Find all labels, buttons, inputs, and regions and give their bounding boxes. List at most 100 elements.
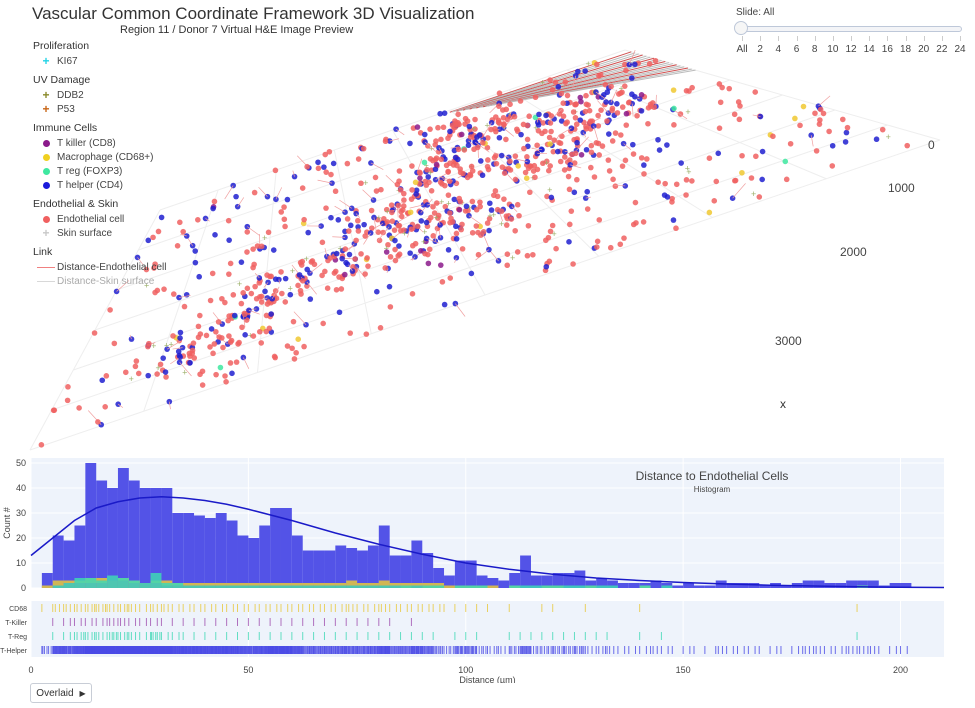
histogram-bar-t-helper[interactable] <box>172 513 184 588</box>
histogram-bar-t-helper[interactable] <box>552 573 564 588</box>
histogram-bar-t-helper[interactable] <box>867 580 879 589</box>
histogram-bar-cd68[interactable] <box>487 585 499 589</box>
histogram-bar-t-helper[interactable] <box>672 585 684 589</box>
legend-item[interactable]: Macrophage (CD68+) <box>33 150 183 164</box>
histogram-bar-t-helper[interactable] <box>802 580 814 589</box>
histogram-bar-t-reg[interactable] <box>150 573 162 588</box>
histogram-bar-t-helper[interactable] <box>378 525 390 589</box>
histogram-bar-t-helper[interactable] <box>476 575 488 589</box>
histogram-bar-t-reg[interactable] <box>291 585 303 589</box>
histogram-bar-t-helper[interactable] <box>596 578 608 588</box>
histogram-bar-t-helper[interactable] <box>85 463 97 588</box>
histogram-bar-t-helper[interactable] <box>237 535 249 589</box>
histogram-bar-t-reg[interactable] <box>280 585 292 589</box>
histogram-bar-t-helper[interactable] <box>270 508 281 588</box>
histogram-bar-t-reg[interactable] <box>63 583 75 588</box>
histogram-bar-t-helper[interactable] <box>313 550 325 589</box>
histogram-bar-t-helper[interactable] <box>563 573 575 588</box>
histogram-bar-t-helper[interactable] <box>813 580 825 589</box>
histogram-bar-t-helper[interactable] <box>889 583 901 588</box>
histogram-bar-t-reg[interactable] <box>433 585 445 589</box>
histogram-bar-cd68[interactable] <box>41 585 53 589</box>
slider-tick-label[interactable]: 12 <box>845 44 857 55</box>
slider-tick-label[interactable]: 2 <box>757 44 763 55</box>
histogram-bar-t-reg[interactable] <box>346 585 358 589</box>
histogram-bar-t-helper[interactable] <box>846 580 858 589</box>
histogram-bar-t-helper[interactable] <box>302 550 314 589</box>
histogram-bar-t-helper[interactable] <box>607 580 618 589</box>
histogram-bar-t-reg[interactable] <box>639 585 651 589</box>
histogram-bar-t-helper[interactable] <box>63 540 75 589</box>
histogram-bar-t-reg[interactable] <box>183 585 195 589</box>
histogram-bar-t-helper[interactable] <box>694 585 705 589</box>
histogram-bar-t-helper[interactable] <box>487 578 499 588</box>
histogram-bar-t-reg[interactable] <box>596 585 608 589</box>
histogram-bar-t-reg[interactable] <box>552 585 564 589</box>
histogram-bar-t-reg[interactable] <box>107 575 118 589</box>
legend-item[interactable]: Distance-Endothelial cell <box>33 260 183 274</box>
histogram-bar-t-reg[interactable] <box>411 585 423 589</box>
3d-scene[interactable]: ++++++++++++++++++++++++++++++++++++++++… <box>0 0 975 455</box>
histogram-bar-t-helper[interactable] <box>541 575 553 589</box>
histogram-bar-t-reg[interactable] <box>367 585 379 589</box>
histogram-bar-t-reg[interactable] <box>204 585 216 589</box>
histogram-bar-t-reg[interactable] <box>128 580 140 589</box>
histogram-bar-t-reg[interactable] <box>607 585 618 589</box>
histogram-bar-t-helper[interactable] <box>900 583 912 588</box>
histogram-bar-t-helper[interactable] <box>41 573 53 588</box>
histogram-bar-t-helper[interactable] <box>444 575 455 589</box>
histogram-bar-t-reg[interactable] <box>215 585 227 589</box>
slider-tick-label[interactable]: 22 <box>936 44 948 55</box>
histogram-bar-t-reg[interactable] <box>335 585 347 589</box>
histogram-bar-t-helper[interactable] <box>280 508 292 588</box>
histogram-bar-t-helper[interactable] <box>433 568 445 588</box>
legend-item[interactable]: + P53 <box>33 102 183 116</box>
histogram-bar-t-helper[interactable] <box>857 580 868 589</box>
legend-item[interactable]: T reg (FOXP3) <box>33 164 183 178</box>
histogram-bar-t-helper[interactable] <box>117 468 129 588</box>
slider-tick-label[interactable]: 24 <box>954 44 966 55</box>
legend-item[interactable]: T helper (CD4) <box>33 178 183 192</box>
legend-item[interactable]: Distance-Skin surface <box>33 274 183 288</box>
histogram-bar-t-helper[interactable] <box>683 583 695 588</box>
histogram-bar-t-helper[interactable] <box>585 580 597 589</box>
slider-tick-label[interactable]: 20 <box>918 44 930 55</box>
histogram-bar-t-reg[interactable] <box>574 585 586 589</box>
legend-item[interactable]: + KI67 <box>33 54 183 68</box>
slider-tick-label[interactable]: 8 <box>811 44 818 55</box>
histogram-bar-t-helper[interactable] <box>183 513 195 588</box>
histogram-bar-t-reg[interactable] <box>563 585 575 589</box>
legend-item[interactable]: + Skin surface <box>33 226 183 240</box>
histogram-bar-t-helper[interactable] <box>824 583 836 588</box>
histogram-bar-t-helper[interactable] <box>628 583 640 588</box>
histogram-bar-t-helper[interactable] <box>389 555 401 589</box>
histogram-bar-t-reg[interactable] <box>454 585 466 589</box>
histogram-bar-t-helper[interactable] <box>52 535 64 589</box>
histogram-bar-t-helper[interactable] <box>650 580 662 589</box>
histogram-bar-t-reg[interactable] <box>172 583 184 588</box>
histogram-bar-t-reg[interactable] <box>357 585 368 589</box>
slider-tick-label[interactable]: 10 <box>827 44 839 55</box>
histogram-bar-t-helper[interactable] <box>226 520 238 589</box>
slider-tick-label[interactable]: 14 <box>863 44 875 55</box>
histogram-bar-t-helper[interactable] <box>726 583 738 588</box>
histogram-bar-t-reg[interactable] <box>139 583 151 588</box>
histogram-bar-t-reg[interactable] <box>476 585 488 589</box>
histogram-bar-t-helper[interactable] <box>780 585 792 589</box>
histogram-bar-t-reg[interactable] <box>270 585 281 589</box>
histogram-bar-t-helper[interactable] <box>335 545 347 589</box>
slider-tick-label[interactable]: 6 <box>793 44 800 55</box>
histogram-bar-t-helper[interactable] <box>509 573 521 588</box>
histogram-bar-t-helper[interactable] <box>96 480 108 589</box>
histogram-bar-t-reg[interactable] <box>465 585 477 589</box>
histogram-bar-t-reg[interactable] <box>422 585 434 589</box>
legend-item[interactable]: + DDB2 <box>33 88 183 102</box>
histogram-bar-t-helper[interactable] <box>367 545 379 589</box>
slider-handle[interactable] <box>734 21 748 35</box>
histogram-bar-t-helper[interactable] <box>291 535 303 589</box>
slider-tick-label[interactable]: 16 <box>881 44 893 55</box>
histogram-bar-cd68[interactable] <box>444 585 455 589</box>
histogram-bar-t-helper[interactable] <box>411 540 423 589</box>
histogram-bar-t-helper[interactable] <box>530 575 542 589</box>
histogram-bar-t-helper[interactable] <box>139 488 151 588</box>
